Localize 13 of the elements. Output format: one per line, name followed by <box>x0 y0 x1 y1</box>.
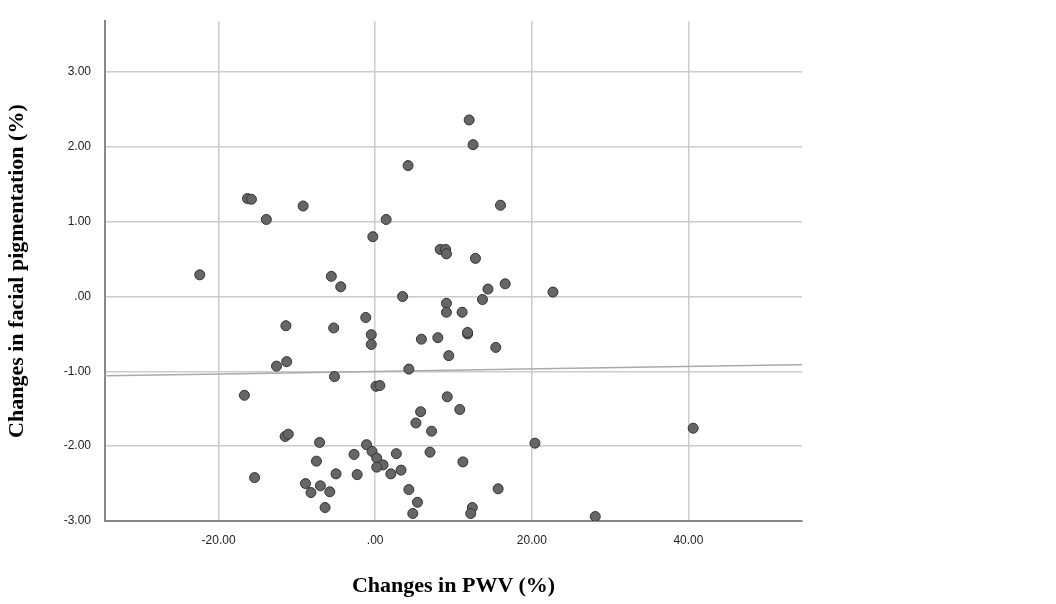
y-tick-label: 1.00 <box>67 214 92 229</box>
x-tick-label: .00 <box>366 532 384 547</box>
x-tick-label: 40.00 <box>673 532 704 547</box>
y-tick-label: -2.00 <box>63 438 92 453</box>
y-tick-label: 2.00 <box>67 139 92 154</box>
x-tick-label: -20.00 <box>201 532 236 547</box>
x-tick-label: 20.00 <box>516 532 548 547</box>
x-axis-title: Changes in PWV (%) <box>351 572 556 598</box>
y-tick-label: 3.00 <box>67 64 92 79</box>
y-axis-title: Changes in facial pigmentation (%) <box>2 104 28 438</box>
y-tick-label: -3.00 <box>63 513 92 528</box>
y-tick-label: -1.00 <box>63 363 92 378</box>
y-tick-label: .00 <box>74 288 92 303</box>
